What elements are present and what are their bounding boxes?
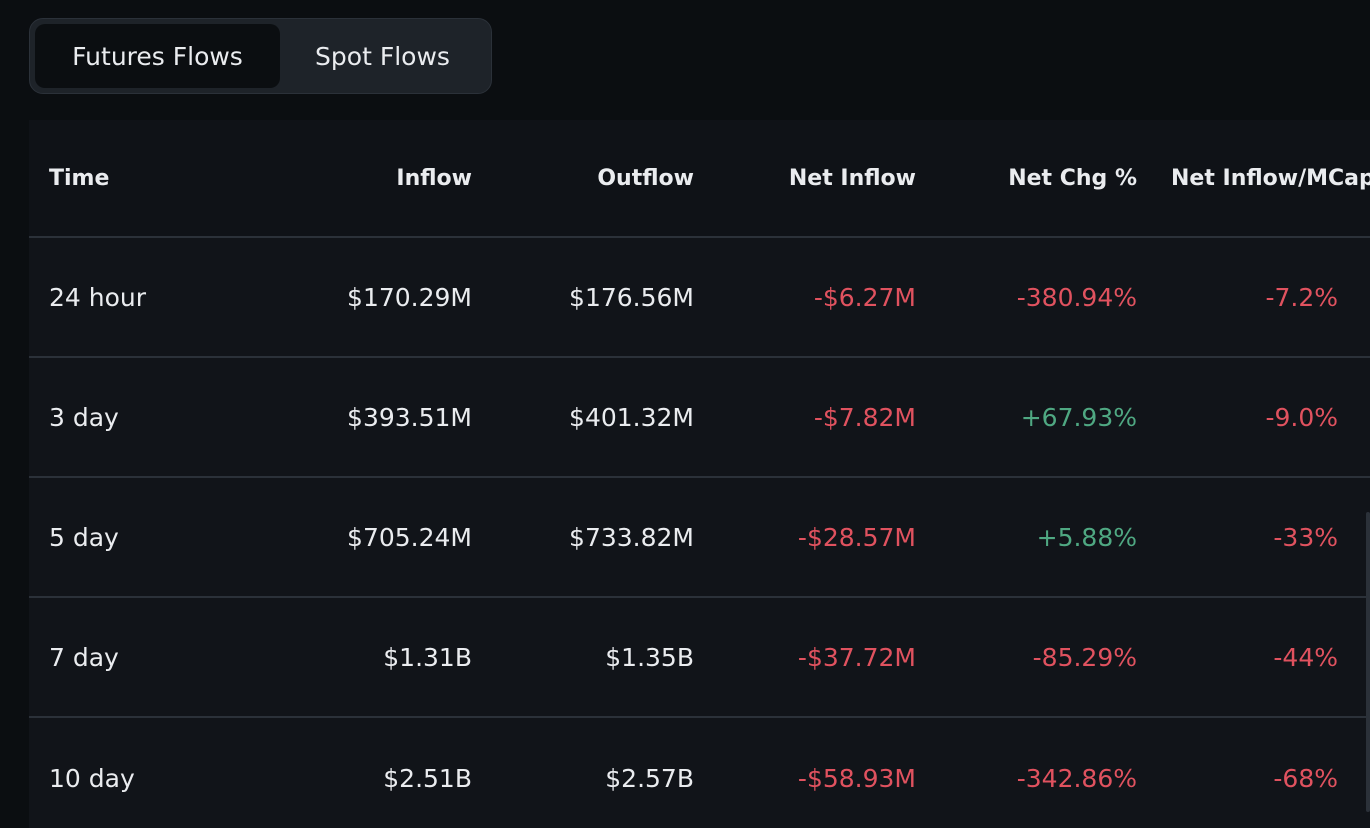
table-scrollbar[interactable] xyxy=(1366,512,1370,812)
tab-spot-flows[interactable]: Spot Flows xyxy=(315,41,450,71)
column-header-inflow: Inflow xyxy=(396,165,472,191)
table-header: Time Inflow Outflow Net Inflow Net Chg %… xyxy=(29,120,1370,238)
table-row: 10 day $2.51B $2.57B -$58.93M -342.86% -… xyxy=(29,718,1370,828)
inflow-cell: $170.29M xyxy=(347,282,472,312)
net-inflow-cell: -$58.93M xyxy=(797,763,916,793)
column-header-net-chg: Net Chg % xyxy=(1008,165,1137,191)
time-cell: 5 day xyxy=(49,522,119,552)
outflow-cell: $401.32M xyxy=(569,402,694,432)
net-chg-cell: -380.94% xyxy=(1016,282,1137,312)
inflow-cell: $393.51M xyxy=(347,402,472,432)
tab-futures-flows[interactable]: Futures Flows xyxy=(35,24,280,88)
net-inflow-mcap-cell: -68% xyxy=(1273,763,1338,793)
inflow-cell: $2.51B xyxy=(383,763,472,793)
time-cell: 7 day xyxy=(49,642,119,672)
table-row: 7 day $1.31B $1.35B -$37.72M -85.29% -44… xyxy=(29,598,1370,718)
time-cell: 3 day xyxy=(49,402,119,432)
net-inflow-mcap-cell: -9.0% xyxy=(1265,402,1338,432)
net-inflow-cell: -$7.82M xyxy=(813,402,916,432)
table-row: 5 day $705.24M $733.82M -$28.57M +5.88% … xyxy=(29,478,1370,598)
net-inflow-mcap-cell: -44% xyxy=(1273,642,1338,672)
column-header-net-inflow: Net Inflow xyxy=(788,165,916,191)
time-cell: 10 day xyxy=(49,763,135,793)
flow-type-tabs: Futures Flows Spot Flows xyxy=(29,18,492,94)
time-cell: 24 hour xyxy=(49,282,147,312)
outflow-cell: $176.56M xyxy=(569,282,694,312)
table-row: 24 hour $170.29M $176.56M -$6.27M -380.9… xyxy=(29,238,1370,358)
net-inflow-cell: -$28.57M xyxy=(797,522,916,552)
inflow-cell: $705.24M xyxy=(347,522,472,552)
inflow-cell: $1.31B xyxy=(383,642,472,672)
net-chg-cell: +67.93% xyxy=(1020,402,1137,432)
outflow-cell: $733.82M xyxy=(569,522,694,552)
net-inflow-cell: -$6.27M xyxy=(813,282,916,312)
net-chg-cell: -85.29% xyxy=(1032,642,1137,672)
column-header-time: Time xyxy=(49,165,110,191)
flows-table: Time Inflow Outflow Net Inflow Net Chg %… xyxy=(29,120,1370,828)
column-header-outflow: Outflow xyxy=(597,165,694,191)
outflow-cell: $1.35B xyxy=(605,642,694,672)
net-inflow-mcap-cell: -7.2% xyxy=(1265,282,1338,312)
column-header-net-inflow-mcap: Net Inflow/MCap xyxy=(1171,165,1370,191)
outflow-cell: $2.57B xyxy=(605,763,694,793)
net-chg-cell: +5.88% xyxy=(1036,522,1137,552)
net-chg-cell: -342.86% xyxy=(1016,763,1137,793)
net-inflow-cell: -$37.72M xyxy=(797,642,916,672)
net-inflow-mcap-cell: -33% xyxy=(1273,522,1338,552)
table-row: 3 day $393.51M $401.32M -$7.82M +67.93% … xyxy=(29,358,1370,478)
